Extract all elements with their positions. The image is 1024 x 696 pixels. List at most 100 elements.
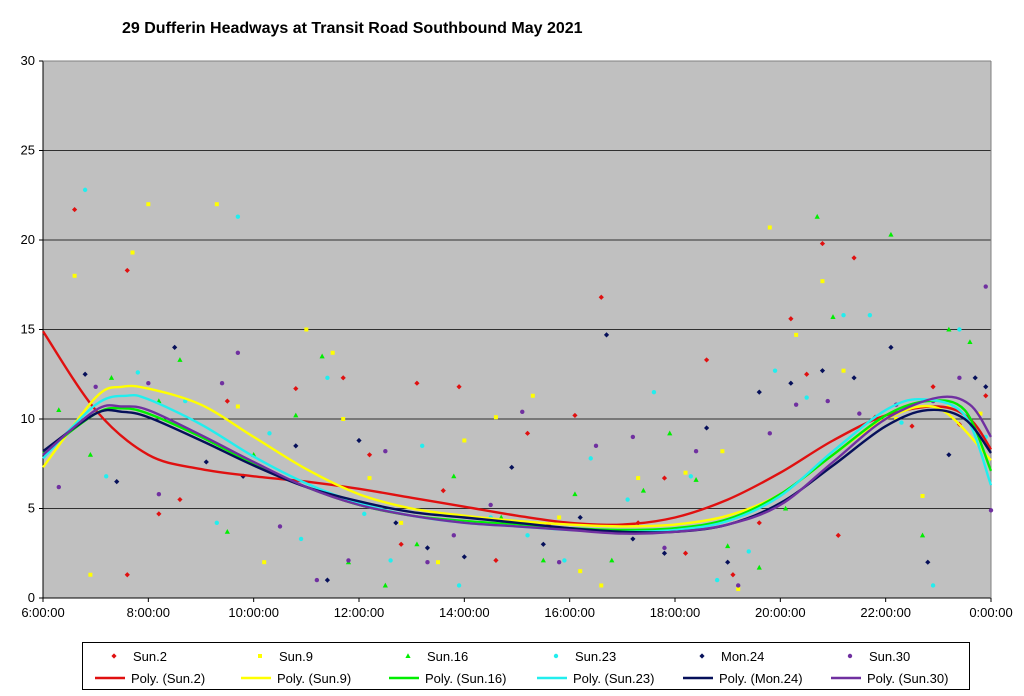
x-tick-label: 10:00:00 bbox=[228, 605, 279, 620]
data-point-sun-2 bbox=[493, 557, 499, 564]
legend-marker bbox=[699, 653, 705, 659]
data-point-sun-9 bbox=[493, 415, 498, 420]
data-point-sun-16 bbox=[725, 543, 731, 549]
data-point-sun-30 bbox=[983, 284, 988, 289]
data-point-sun-9 bbox=[304, 327, 309, 332]
data-point-sun-16 bbox=[451, 473, 457, 479]
data-point-sun-2 bbox=[835, 532, 841, 538]
data-point-sun-16 bbox=[177, 357, 183, 362]
legend-item-trendline: Poly. (Sun.16) bbox=[389, 667, 506, 689]
data-point-sun-23 bbox=[456, 583, 462, 588]
data-point-sun-9 bbox=[235, 404, 240, 409]
legend-label: Sun.2 bbox=[133, 648, 167, 664]
legend-item-trendline: Poly. (Sun.9) bbox=[241, 667, 351, 689]
y-tick-label: 20 bbox=[21, 232, 35, 247]
data-point-sun-30 bbox=[556, 560, 562, 565]
data-point-sun-16 bbox=[382, 582, 388, 588]
data-point-sun-9 bbox=[767, 225, 772, 230]
data-point-sun-2 bbox=[704, 357, 710, 363]
data-point-mon-24 bbox=[172, 344, 178, 350]
data-point-sun-2 bbox=[851, 255, 857, 261]
data-point-sun-16 bbox=[967, 339, 973, 345]
data-point-mon-24 bbox=[577, 514, 583, 521]
data-point-sun-2 bbox=[224, 398, 230, 404]
data-point-sun-23 bbox=[930, 583, 936, 588]
data-point-sun-9 bbox=[146, 202, 151, 207]
data-point-sun-23 bbox=[625, 497, 630, 502]
legend-marker-swatch bbox=[258, 654, 262, 658]
chart-title: 29 Dufferin Headways at Transit Road Sou… bbox=[122, 20, 583, 37]
legend-item-marker: Sun.23 bbox=[543, 645, 616, 667]
chart-plot: 0 5 10 15 20 25 30 6:00:00 8:00:00 10:00:00 12:00… bbox=[21, 53, 1013, 620]
data-point-sun-23 bbox=[867, 312, 873, 318]
data-point-mon-24 bbox=[946, 452, 952, 458]
data-point-sun-30 bbox=[988, 508, 994, 513]
data-point-sun-2 bbox=[177, 496, 183, 503]
data-point-mon-24 bbox=[461, 554, 467, 560]
trendline-poly-sun-16 bbox=[42, 399, 993, 532]
legend-line-swatch bbox=[95, 676, 125, 680]
data-point-sun-2 bbox=[598, 294, 604, 300]
data-point-mon-24 bbox=[972, 375, 978, 381]
data-point-sun-30 bbox=[767, 431, 772, 436]
data-point-sun-23 bbox=[420, 443, 425, 449]
data-point-sun-23 bbox=[772, 368, 778, 373]
data-point-mon-24 bbox=[983, 384, 989, 390]
data-point-mon-24 bbox=[756, 389, 762, 395]
data-point-sun-30 bbox=[235, 350, 241, 355]
data-point-sun-23 bbox=[267, 431, 272, 436]
data-point-sun-16 bbox=[319, 353, 325, 359]
data-point-sun-16 bbox=[888, 231, 894, 237]
data-point-sun-16 bbox=[224, 528, 230, 534]
data-point-sun-30 bbox=[314, 577, 320, 583]
data-point-sun-16 bbox=[814, 213, 820, 219]
data-point-sun-30 bbox=[793, 402, 799, 407]
legend-label: Mon.24 bbox=[721, 648, 765, 664]
legend-label: Sun.9 bbox=[279, 648, 313, 664]
data-point-sun-9 bbox=[330, 350, 335, 355]
data-point-sun-16 bbox=[56, 407, 62, 413]
data-point-sun-30 bbox=[219, 381, 225, 386]
data-point-sun-30 bbox=[56, 484, 61, 490]
data-point-mon-24 bbox=[424, 545, 431, 551]
data-point-sun-9 bbox=[794, 332, 799, 337]
data-point-sun-9 bbox=[341, 417, 346, 421]
y-tick-label: 10 bbox=[21, 411, 35, 426]
data-point-mon-24 bbox=[114, 479, 120, 485]
data-point-sun-16 bbox=[540, 557, 546, 563]
legend-item-trendline: Poly. (Mon.24) bbox=[683, 667, 803, 689]
data-point-mon-24 bbox=[630, 536, 636, 542]
data-point-sun-30 bbox=[383, 449, 388, 454]
legend-item-trendline: Poly. (Sun.2) bbox=[95, 667, 205, 689]
legend-line-swatch bbox=[389, 676, 419, 680]
legend-label: Poly. (Sun.16) bbox=[425, 670, 507, 686]
data-point-sun-9 bbox=[841, 368, 846, 373]
data-point-mon-24 bbox=[851, 375, 857, 381]
legend-item-marker: Sun.16 bbox=[395, 645, 468, 667]
data-point-sun-23 bbox=[298, 536, 304, 542]
legend-marker bbox=[553, 653, 559, 659]
data-point-mon-24 bbox=[788, 380, 794, 386]
data-point-sun-23 bbox=[651, 389, 657, 395]
data-point-sun-23 bbox=[82, 187, 88, 193]
data-point-sun-9 bbox=[262, 560, 267, 565]
data-point-mon-24 bbox=[925, 559, 931, 565]
data-point-sun-30 bbox=[857, 411, 862, 416]
data-point-sun-30 bbox=[736, 583, 741, 588]
y-tick-label: 15 bbox=[21, 322, 35, 337]
data-point-sun-2 bbox=[756, 520, 762, 526]
data-point-sun-2 bbox=[788, 316, 794, 322]
legend-item-trendline: Poly. (Sun.30) bbox=[831, 667, 948, 689]
data-point-sun-2 bbox=[661, 475, 668, 481]
x-tick-label: 18:00:00 bbox=[650, 605, 701, 620]
x-tick-label: 0:00:00 bbox=[969, 605, 1012, 620]
data-point-sun-2 bbox=[682, 550, 689, 556]
data-point-sun-23 bbox=[135, 370, 140, 375]
data-point-sun-23 bbox=[214, 520, 219, 526]
data-point-sun-16 bbox=[293, 412, 299, 418]
data-point-sun-9 bbox=[88, 572, 93, 577]
data-point-sun-30 bbox=[693, 449, 699, 454]
y-tick-label: 25 bbox=[21, 143, 35, 158]
data-point-sun-30 bbox=[825, 398, 830, 404]
data-point-sun-23 bbox=[899, 420, 904, 425]
